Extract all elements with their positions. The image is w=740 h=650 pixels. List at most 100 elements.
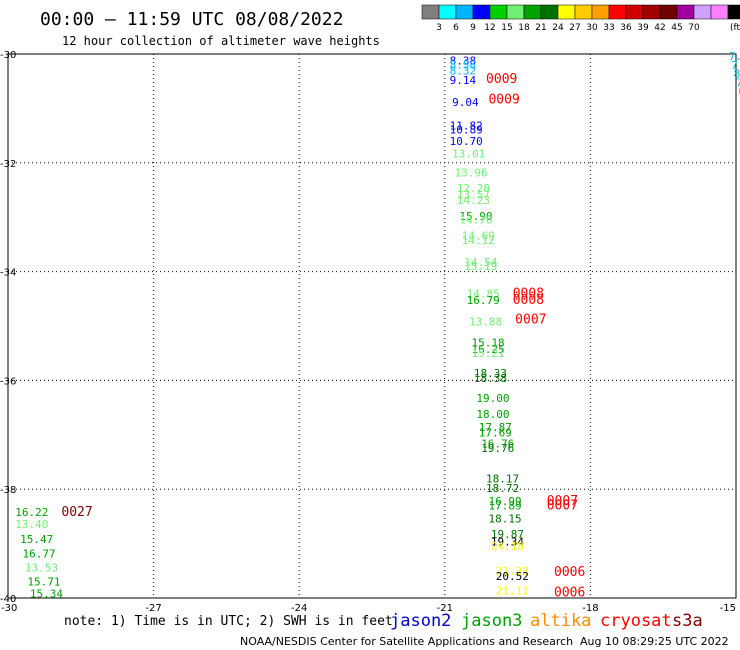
color-swatch [523,4,542,20]
satellite-legend-jason2: jason2 [390,611,451,631]
wave-height-label: 14.85 [467,287,500,300]
wave-height-label: 15.19 [464,260,497,273]
wave-height-label: 15.21 [471,347,504,360]
satellite-legend-cryosat: cryosat [600,611,672,631]
footnote: note: 1) Time is in UTC; 2) SWH is in fe… [64,614,393,629]
wave-height-label: 18.17 [486,472,519,485]
color-scale-label: 30 [586,23,598,33]
wave-height-label: 14.12 [462,234,495,247]
y-tick-label: -38 [0,485,16,496]
wave-height-label: 17.89 [488,500,521,513]
wave-height-label: 14.54 [464,256,497,269]
y-tick-label: -36 [0,376,16,387]
wave-height-label: 16.25 [471,343,504,356]
color-scale-label: 42 [654,23,665,33]
color-scale-label: 18 [518,23,530,33]
color-swatch [574,4,593,20]
wave-height-label: 16.22 [15,506,48,519]
y-tick-label: -34 [0,268,16,279]
grid-lines [8,54,736,598]
color-scale-label: 36 [620,23,632,33]
wave-height-label: 13.96 [455,167,488,180]
wave-height-label: 13.88 [469,316,502,329]
wave-height-label: 21.11 [496,584,529,597]
wave-height-label: 13.53 [25,562,58,575]
wave-height-label: 21.33 [496,565,529,578]
pass-time-label: 0006 [554,586,585,601]
wave-height-label: 15.90 [459,210,492,223]
credit-timestamp: Aug 10 08:29:25 UTC 2022 [580,635,729,648]
wave-height-label: 14.23 [457,194,490,207]
color-scale-label: 3 [436,23,442,33]
x-tick-label: -24 [291,603,307,614]
x-tick-label: -21 [437,603,453,614]
chart-subtitle: 12 hour collection of altimeter wave hei… [62,34,380,48]
wave-height-label: 15.18 [471,336,504,349]
color-swatch [676,4,695,20]
color-swatch [693,4,712,20]
wave-height-label: 16.79 [467,294,500,307]
x-tick-label: -18 [582,603,598,614]
satellite-legend: jason2 jason3 altika cryosat s3a [390,611,703,631]
wave-height-label: 16.76 [481,438,514,451]
color-swatch [438,4,457,20]
pass-time-label: 0009 [486,72,517,87]
color-swatch [659,4,678,20]
y-tick-label: -40 [0,594,16,605]
wave-height-label: 7.21 [729,50,740,63]
wave-height-label: 9.04 [452,96,479,109]
color-scale-label: 39 [637,23,649,33]
wave-height-label: 15.34 [30,588,63,601]
wave-height-label: 16.99 [488,495,521,508]
wave-height-label: 16.77 [23,547,56,560]
color-scale-label: (ft) [730,23,740,33]
color-swatch [421,4,440,20]
y-tick-label: -32 [0,159,16,170]
color-swatch [710,4,729,20]
pass-time-label: 0007 [547,499,578,514]
pass-time-label: 0007 [547,494,578,509]
wave-height-label: 8.2 [734,68,740,81]
wave-height-label: 15.71 [27,576,60,589]
wave-height-label: 10.70 [450,135,483,148]
chart-title: 00:00 – 11:59 UTC 08/08/2022 [40,9,343,30]
color-swatch [455,4,474,20]
wave-height-label: 12.20 [457,182,490,195]
wave-height-label: 7.5 [731,59,740,72]
color-scale-label: 45 [671,23,682,33]
satellite-legend-jason3: jason3 [461,611,522,631]
plot-frame [7,53,737,599]
wave-height-label: 15.47 [20,533,53,546]
wave-height-label: 7. [736,76,740,89]
wave-height-label: 20.52 [496,570,529,583]
pass-time-label: 0008 [513,286,544,301]
color-swatch [625,4,644,20]
pass-time-label: 0007 [515,312,546,327]
plot-area: -30 -32 -34 -36 -38 -40 -30 -27 -24 -21 -18 -15 8.… [0,50,740,614]
wave-height-label: 13.40 [15,518,48,531]
wave-height-label: 13.01 [452,148,485,161]
color-swatch [642,4,661,20]
color-swatch [608,4,627,20]
credit-source: NOAA/NESDIS Center for Satellite Applica… [240,635,573,648]
wave-height-label: 17.87 [479,421,512,434]
wave-height-label: 6 [738,85,740,98]
wave-height-label: 18.00 [476,408,509,421]
color-scale-label: 70 [688,23,700,33]
x-tick-label: -30 [1,603,17,614]
wave-height-label: 8.38 [450,55,477,68]
x-tick-label: -15 [720,603,736,614]
color-scale-label: 27 [569,23,580,33]
color-scale-label: 9 [470,23,476,33]
color-scale-label: 33 [603,23,614,33]
wave-height-label: 8.32 [450,64,477,77]
pass-time-label: 0008 [513,293,544,308]
satellite-legend-s3a: s3a [672,611,703,631]
wave-height-label: 10.89 [450,124,483,137]
color-swatch [472,4,491,20]
color-scale-label: 15 [501,23,512,33]
y-tick-label: -30 [0,50,16,61]
